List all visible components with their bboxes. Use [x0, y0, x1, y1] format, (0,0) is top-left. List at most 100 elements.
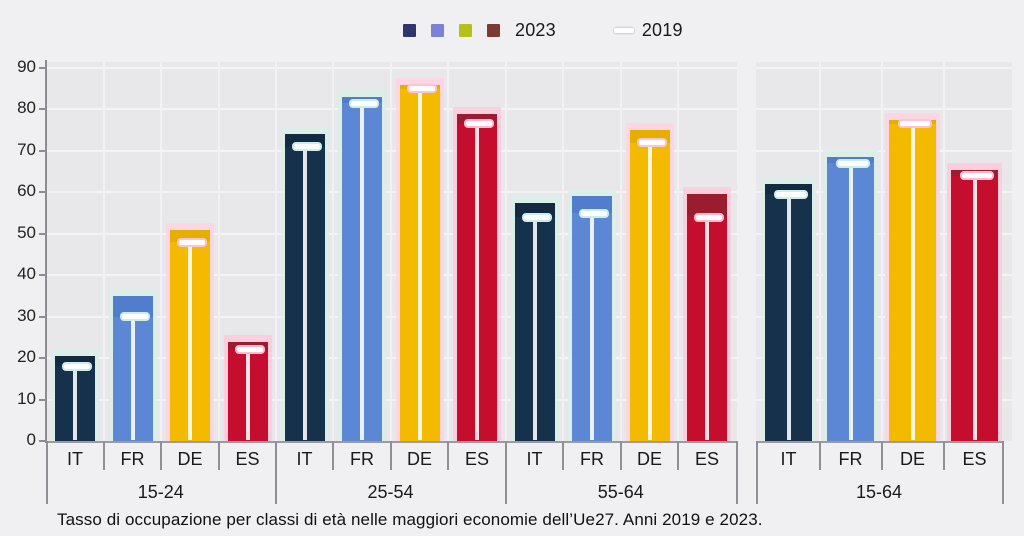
country-tick — [562, 441, 565, 470]
marker-2019-de-55-64 — [636, 138, 667, 148]
y-axis-label-40: 40 — [17, 264, 36, 284]
gridline-x — [389, 62, 392, 441]
y-axis-tick-70 — [39, 149, 46, 152]
country-tick — [619, 441, 622, 470]
marker-2019-stem-it-15-64 — [786, 194, 791, 440]
y-axis-tick-50 — [39, 232, 46, 235]
country-label-de-15-64: DE — [899, 449, 925, 469]
y-axis-label-80: 80 — [17, 98, 36, 118]
country-label-de-55-64: DE — [636, 449, 662, 469]
marker-2019-stem-it-55-64 — [532, 217, 537, 440]
gridline-x — [619, 62, 622, 441]
marker-2019-es-15-24 — [234, 345, 265, 355]
marker-2019-es-25-54 — [464, 119, 494, 129]
group-separator — [504, 441, 507, 504]
country-tick — [160, 441, 163, 470]
y-axis-label-30: 30 — [17, 305, 36, 325]
marker-2019-fr-25-54 — [349, 98, 379, 108]
gridline-x-group — [504, 62, 507, 441]
legend-2023-label: 2023 — [515, 19, 556, 40]
category-border — [46, 441, 48, 504]
delta-band-es-25-54 — [457, 113, 497, 124]
delta-band-it-15-24 — [55, 356, 95, 367]
gridline-x — [562, 62, 565, 441]
country-label-fr-55-64: FR — [580, 449, 604, 469]
marker-2019-de-15-24 — [177, 237, 207, 247]
chart-caption: Tasso di occupazione per classi di età n… — [57, 510, 763, 529]
gridline-x — [217, 62, 220, 441]
gridline-x-group — [274, 62, 277, 441]
gridline-x — [818, 62, 821, 441]
category-border — [1002, 441, 1004, 504]
legend-2019-dash-icon — [613, 27, 634, 33]
country-tick — [447, 441, 450, 470]
gridline-x — [332, 62, 335, 441]
y-axis-tick-20 — [39, 357, 46, 360]
country-label-it-15-24: IT — [67, 449, 83, 469]
category-axis-line — [46, 441, 738, 443]
marker-2019-es-55-64 — [694, 212, 724, 222]
country-label-fr-25-54: FR — [350, 449, 374, 469]
country-tick — [332, 441, 335, 470]
marker-2019-stem-de-15-64 — [910, 123, 915, 440]
country-label-es-15-64: ES — [962, 449, 987, 469]
delta-band-es-55-64 — [687, 194, 727, 218]
legend-2019-label: 2019 — [641, 19, 683, 40]
y-axis-label-60: 60 — [17, 181, 36, 201]
marker-2019-it-25-54 — [291, 142, 322, 152]
country-label-de-25-54: DE — [406, 449, 432, 469]
country-tick — [818, 441, 821, 470]
country-label-es-25-54: ES — [464, 449, 489, 469]
gridline-y-50 — [756, 232, 1012, 235]
y-axis-label-20: 20 — [17, 347, 36, 367]
category-axis-line — [756, 441, 1004, 443]
marker-2019-stem-it-15-24 — [73, 366, 77, 440]
country-tick — [217, 441, 220, 470]
country-tick — [677, 441, 680, 470]
marker-2019-it-55-64 — [521, 212, 552, 222]
country-tick — [942, 441, 945, 470]
gridline-y-10 — [756, 398, 1012, 401]
country-label-es-15-24: ES — [235, 449, 260, 469]
group-label-25-54: 25-54 — [367, 482, 414, 502]
marker-2019-fr-15-64 — [835, 158, 870, 168]
legend-key-de-icon — [459, 23, 472, 37]
y-axis-tick-10 — [39, 398, 46, 401]
legend-key-fr-icon — [431, 23, 444, 37]
gridline-x — [160, 62, 163, 441]
y-axis-label-50: 50 — [17, 222, 36, 242]
marker-2019-stem-de-55-64 — [647, 142, 652, 440]
gridline-x — [447, 62, 450, 441]
marker-2019-stem-fr-25-54 — [360, 103, 364, 440]
y-axis-label-90: 90 — [17, 57, 36, 76]
group-label-55-64: 55-64 — [597, 482, 644, 502]
group-separator — [274, 441, 277, 504]
marker-2019-de-25-54 — [406, 84, 437, 94]
y-axis-line — [45, 60, 47, 443]
group-label-15-64: 15-64 — [855, 482, 903, 502]
country-label-it-25-54: IT — [296, 449, 313, 469]
marker-2019-stem-de-15-24 — [188, 242, 192, 440]
marker-2019-stem-fr-15-24 — [130, 316, 135, 440]
country-tick — [102, 441, 105, 470]
gridline-x — [677, 62, 680, 441]
marker-2019-it-15-24 — [62, 361, 92, 371]
marker-2019-de-15-64 — [897, 119, 932, 129]
country-tick — [389, 441, 392, 470]
category-border — [756, 441, 758, 504]
country-tick — [880, 441, 883, 470]
y-axis-label-10: 10 — [17, 388, 36, 408]
y-axis-tick-0 — [39, 440, 46, 442]
category-border — [736, 441, 738, 504]
marker-2019-stem-it-25-54 — [302, 146, 307, 440]
country-label-es-55-64: ES — [694, 449, 719, 469]
chart-legend: 2023 2019 — [403, 18, 683, 42]
y-axis-label-0: 0 — [26, 430, 36, 449]
delta-band-fr-15-24 — [112, 295, 153, 317]
group-label-15-24: 15-24 — [137, 482, 184, 502]
country-label-it-55-64: IT — [526, 449, 543, 469]
y-axis-tick-90 — [39, 67, 46, 69]
marker-2019-stem-es-25-54 — [475, 123, 479, 440]
gridline-x — [880, 62, 883, 441]
